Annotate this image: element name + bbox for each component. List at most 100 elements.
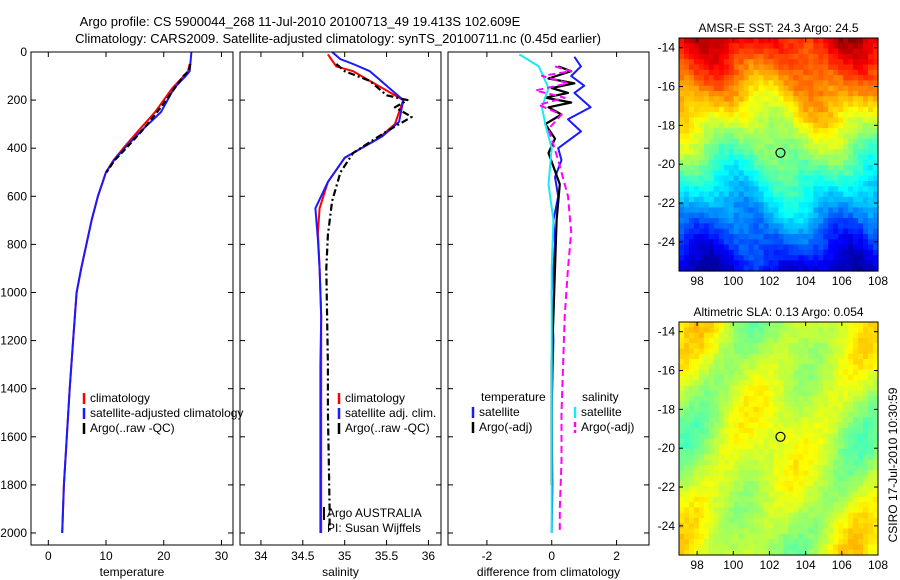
sla_map-cell	[833, 390, 839, 397]
sla_map-cell	[813, 438, 819, 445]
sla_map-cell	[698, 427, 705, 434]
sla_map-cell	[693, 385, 700, 392]
sla_map-cell	[863, 433, 869, 440]
sla_map-cell	[723, 533, 730, 540]
sst_map-cell	[693, 128, 700, 134]
sla_map-ytick-label: -20	[658, 441, 676, 455]
sla_map-cell	[863, 364, 869, 371]
sst_map-cell	[753, 53, 760, 60]
sla_map-cell	[748, 369, 755, 376]
sla_map-cell	[773, 443, 780, 450]
sla_map-cell	[743, 533, 750, 540]
sst_map-cell	[833, 75, 839, 81]
sla_map-cell	[853, 454, 859, 461]
sst_map-cell	[679, 265, 685, 272]
sla_map-cell	[703, 544, 710, 551]
sla_map-cell	[873, 380, 879, 387]
sst_map-cell	[803, 180, 809, 187]
sla_map-cell	[848, 502, 854, 508]
sla_map-cell	[848, 369, 854, 376]
sst_map-cell	[783, 143, 790, 150]
sst_map-cell	[693, 244, 700, 251]
sst_map-cell	[788, 112, 795, 119]
sst_map-cell	[753, 180, 760, 187]
sst_map-cell	[778, 186, 785, 193]
sst_map-cell	[823, 85, 829, 92]
sla_map-cell	[838, 427, 844, 434]
sla_map-cell	[683, 385, 690, 392]
sst_map-cell	[743, 43, 750, 50]
sla_map-cell	[793, 396, 799, 403]
sst_map-cell	[808, 159, 814, 166]
sla_map-cell	[698, 359, 705, 365]
sst_map-cell	[838, 244, 844, 251]
sla_map-cell	[708, 369, 715, 376]
sla_map-cell	[718, 427, 725, 434]
sla_map-cell	[688, 539, 695, 546]
sst_map-cell	[873, 69, 879, 76]
sst_map-cell	[788, 138, 795, 145]
sla_map-cell	[873, 528, 879, 535]
sla_map-cell	[753, 322, 760, 328]
sla_map-cell	[768, 507, 775, 514]
sst_map-cell	[688, 53, 695, 60]
sla_map-cell	[753, 496, 760, 503]
sla_map-cell	[738, 380, 745, 387]
sla_map-cell	[693, 406, 700, 413]
sla_map-cell	[763, 406, 770, 413]
sla_map-cell	[778, 322, 785, 328]
sst_map-cell	[858, 212, 864, 219]
sla_map-cell	[828, 438, 834, 445]
sla_map-cell	[808, 449, 814, 455]
sst_map-cell	[679, 212, 685, 219]
sla_map-cell	[683, 401, 690, 408]
sla_map-cell	[823, 337, 829, 344]
sst_map-cell	[763, 117, 770, 124]
footer-timestamp: CSIRO 17-Jul-2010 10:30:59	[886, 387, 900, 542]
sst_map-cell	[798, 122, 804, 129]
sst_map-cell	[763, 138, 770, 145]
sst_map-cell	[808, 43, 814, 50]
sla_map-cell	[753, 507, 760, 514]
sst_map-cell	[679, 255, 685, 262]
sst_map-cell	[683, 180, 690, 187]
sla_map-cell	[698, 459, 705, 466]
sla_map-cell	[723, 475, 730, 482]
sla_map-cell	[848, 491, 854, 498]
sst_map-cell	[828, 48, 834, 55]
sst_map-cell	[798, 202, 804, 209]
sla_map-cell	[748, 417, 755, 424]
sla_map-cell	[698, 533, 705, 540]
sst_map-cell	[693, 90, 700, 97]
sst_map-cell	[843, 48, 849, 55]
sst_map-cell	[803, 265, 809, 272]
sst_map-cell	[733, 117, 740, 124]
sla_map-cell	[688, 380, 695, 387]
sst_map-cell	[823, 233, 829, 240]
sla_map-cell	[679, 433, 685, 440]
sla_map-cell	[848, 512, 854, 519]
sst_map-cell	[768, 165, 775, 171]
sla_map-cell	[703, 539, 710, 546]
sst_map-cell	[828, 244, 834, 251]
sla_map-cell	[768, 464, 775, 471]
sla_map-cell	[858, 470, 864, 477]
sla_map-cell	[828, 480, 834, 487]
sla_map-cell	[803, 459, 809, 466]
sla_map-cell	[703, 374, 710, 381]
sst_map-cell	[683, 202, 690, 209]
sla_map-cell	[833, 438, 839, 445]
sst_map-cell	[773, 133, 780, 140]
sst_map-cell	[708, 159, 715, 166]
sla_map-cell	[868, 433, 874, 440]
sla_map-cell	[868, 390, 874, 397]
sst_map-cell	[768, 59, 775, 66]
sst_map-cell	[868, 186, 874, 193]
sst_map-cell	[778, 180, 785, 187]
sla_map-cell	[758, 343, 765, 350]
sla_map-cell	[688, 491, 695, 498]
sla_map-cell	[738, 486, 745, 493]
sla_map-cell	[778, 433, 785, 440]
sla_map-cell	[843, 491, 849, 498]
sla_map-cell	[679, 422, 685, 429]
